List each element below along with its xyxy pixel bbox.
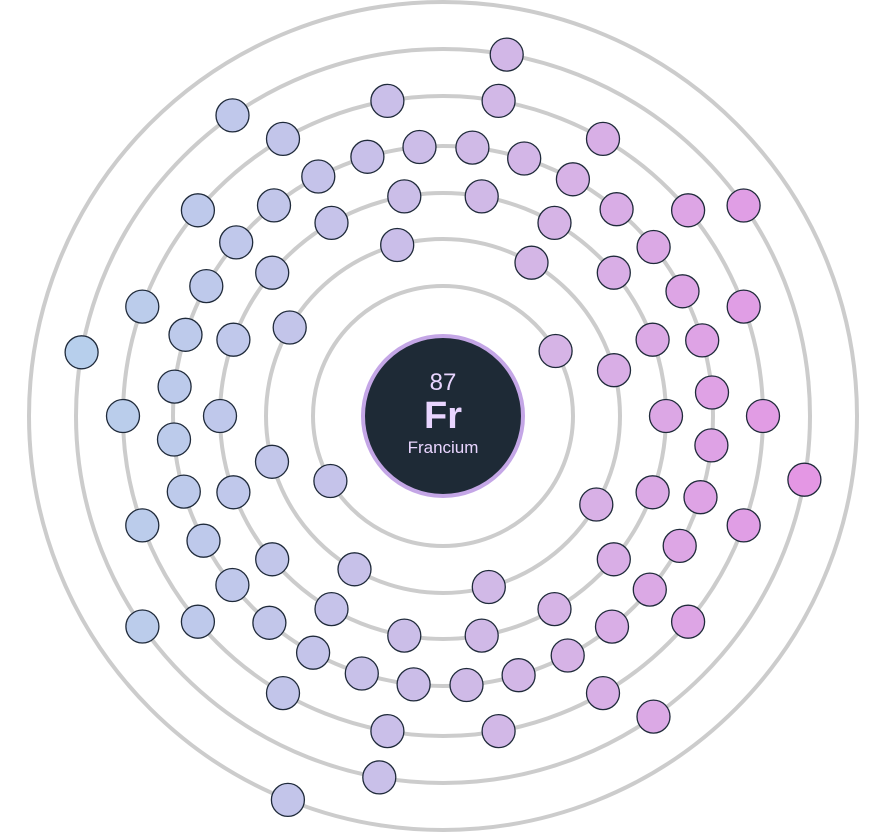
electron-shell-6 — [636, 699, 671, 734]
electron-shell-5 — [265, 675, 301, 711]
electron-shell-5 — [670, 604, 706, 639]
electron-shell-6 — [215, 98, 250, 133]
electron-shell-3 — [314, 591, 349, 627]
electron-shell-4 — [166, 474, 201, 509]
electron-shell-2 — [337, 552, 372, 587]
electron-shell-2 — [471, 569, 506, 605]
electron-shell-4 — [636, 229, 671, 265]
electron-shell-4 — [186, 523, 221, 558]
electron-shell-4 — [632, 572, 667, 607]
shell-ring-2 — [264, 237, 622, 595]
electron-shell-2 — [514, 245, 549, 280]
electron-shell-5 — [745, 398, 781, 434]
electron-shell-4 — [344, 656, 379, 691]
electron-shell-4 — [694, 375, 730, 410]
electron-shell-6 — [787, 462, 822, 497]
electron-shell-4 — [157, 369, 192, 404]
electron-shell-2 — [380, 227, 415, 263]
electron-shell-5 — [481, 713, 516, 749]
electron-shell-4 — [501, 658, 536, 693]
electron-shell-3 — [537, 205, 572, 241]
electron-shell-3 — [387, 618, 422, 653]
nucleus: 87 Fr Francium — [361, 334, 525, 498]
electron-shell-4 — [189, 268, 224, 304]
electron-shell-3 — [314, 205, 349, 241]
electron-shell-6 — [362, 760, 397, 795]
electron-shell-5 — [726, 508, 761, 543]
electron-shell-5 — [370, 83, 405, 119]
electron-shell-3 — [596, 255, 631, 290]
electron-shell-3 — [635, 475, 670, 510]
electron-shell-3 — [464, 179, 499, 214]
electron-shell-4 — [594, 609, 630, 644]
electron-shell-4 — [215, 567, 250, 603]
electron-shell-4 — [301, 159, 336, 194]
element-name: Francium — [408, 438, 479, 457]
electron-shell-4 — [455, 130, 490, 165]
electron-shell-5 — [670, 193, 706, 228]
electron-shell-4 — [662, 528, 697, 564]
electrons — [64, 37, 822, 818]
electron-shell-3 — [387, 179, 422, 214]
electron-shell-6 — [125, 609, 160, 644]
electron-shell-3 — [648, 398, 684, 434]
shell-ring-1 — [311, 284, 575, 548]
shell-ring-4 — [171, 144, 715, 688]
electron-shell-3 — [464, 618, 499, 653]
electron-shell-5 — [265, 121, 301, 157]
electron-shell-4 — [219, 225, 254, 260]
electron-shell-3 — [255, 542, 290, 577]
element-symbol: Fr — [424, 395, 462, 437]
shell-ring-6 — [74, 47, 812, 785]
atomic-number: 87 — [430, 369, 457, 396]
electron-shell-3 — [596, 542, 631, 577]
electron-shell-5 — [125, 289, 160, 324]
electron-shell-3 — [216, 475, 251, 510]
electron-shell-2 — [579, 487, 614, 522]
electron-shell-4 — [555, 162, 591, 197]
electron-shell-5 — [180, 193, 216, 228]
electron-shell-3 — [537, 591, 572, 627]
electron-shell-4 — [396, 667, 431, 702]
electron-shell-3 — [202, 398, 238, 434]
electron-shell-1 — [538, 333, 573, 369]
electron-shell-5 — [180, 604, 216, 639]
electron-shell-4 — [449, 667, 484, 703]
electron-shell-4 — [350, 139, 385, 174]
electron-shell-4 — [168, 317, 203, 352]
electron-shell-5 — [585, 121, 621, 157]
electron-shell-5 — [481, 83, 516, 119]
electron-shell-4 — [156, 422, 192, 457]
electron-shell-4 — [599, 192, 634, 227]
electron-shell-2 — [596, 353, 632, 388]
electron-shell-4 — [683, 480, 718, 515]
electron-shell-4 — [295, 635, 331, 670]
electron-shell-7 — [270, 782, 306, 818]
electron-shell-6 — [64, 335, 99, 370]
electron-shell-6 — [489, 37, 524, 72]
electron-shell-3 — [255, 255, 290, 290]
electron-shell-4 — [402, 129, 437, 165]
electron-shell-1 — [313, 463, 348, 499]
nucleus-circle — [361, 334, 525, 498]
electron-shell-2 — [272, 310, 307, 345]
electron-shell-4 — [550, 638, 585, 673]
electron-shell-4 — [685, 323, 720, 358]
electron-shell-5 — [585, 675, 621, 711]
electron-shell-6 — [726, 188, 761, 223]
electron-shell-2 — [254, 444, 290, 479]
electron-shell-5 — [370, 713, 405, 749]
electron-shell-5 — [726, 289, 761, 324]
electron-shell-5 — [125, 508, 160, 543]
electron-shell-4 — [665, 274, 700, 309]
electron-shell-4 — [252, 605, 287, 640]
electron-shell-4 — [507, 141, 542, 176]
shell-ring-7 — [27, 0, 859, 832]
electron-shell-3 — [635, 322, 670, 357]
electron-shell-3 — [216, 322, 251, 357]
electron-shell-4 — [694, 428, 729, 463]
electron-shell-5 — [105, 398, 141, 434]
electron-shell-4 — [256, 188, 292, 223]
